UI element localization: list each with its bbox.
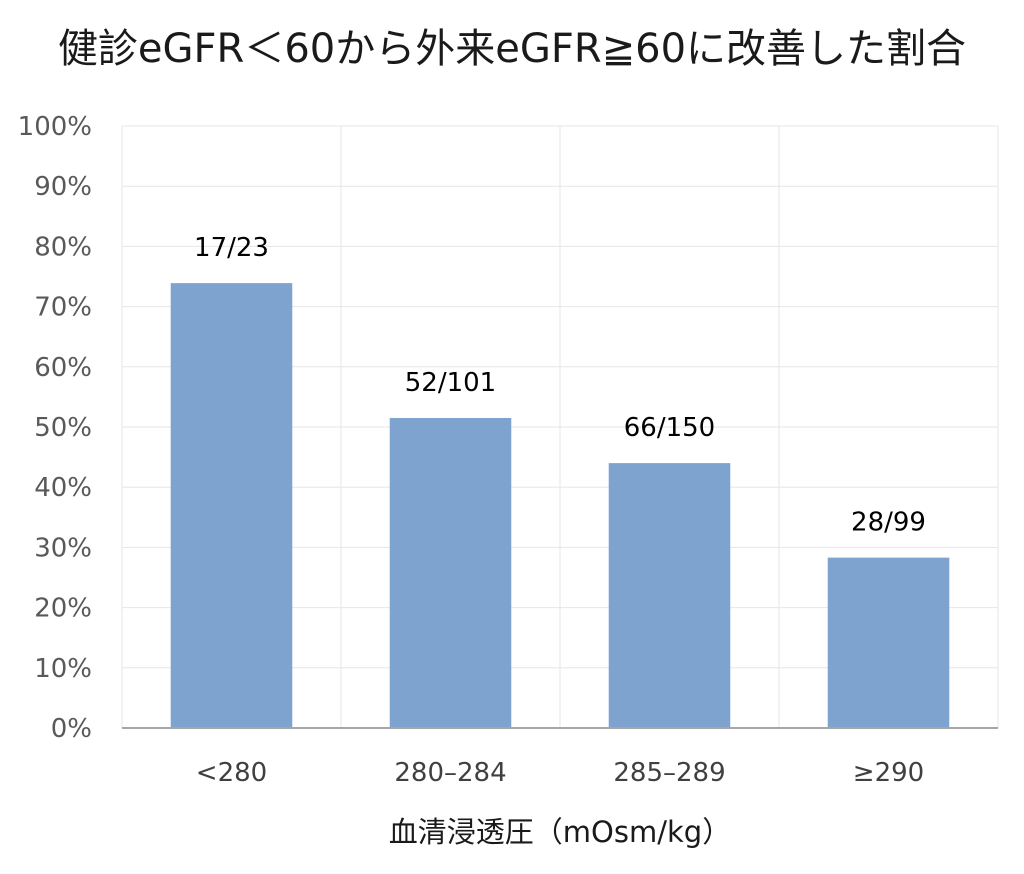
- y-tick-label: 90%: [34, 172, 92, 202]
- y-tick-label: 30%: [34, 533, 92, 563]
- axes: 0% 10% 20% 30% 40% 50% 60% 70% 80% 90% 100% <280 280…: [18, 112, 998, 788]
- bar: [827, 557, 950, 728]
- y-tick-label: 0%: [51, 714, 92, 744]
- bars: 17/23 52/101 66/150 28/99: [170, 233, 950, 728]
- x-tick-label: ≥290: [853, 758, 924, 788]
- y-tick-label: 100%: [18, 112, 92, 142]
- y-tick-label: 40%: [34, 473, 92, 503]
- data-label: 66/150: [624, 413, 715, 443]
- data-label: 52/101: [405, 368, 496, 398]
- y-tick-label: 50%: [34, 413, 92, 443]
- data-label: 28/99: [851, 508, 926, 538]
- chart-title: 健診eGFR＜60から外来eGFR≧60に改善した割合: [58, 26, 966, 72]
- bar: [389, 417, 512, 728]
- x-axis-title: 血清浸透圧（mOsm/kg）: [389, 815, 731, 849]
- x-tick-label: 280–284: [394, 758, 506, 788]
- y-tick-label: 60%: [34, 353, 92, 383]
- y-tick-label: 10%: [34, 654, 92, 684]
- data-label: 17/23: [194, 233, 269, 263]
- x-tick-label: <280: [196, 758, 267, 788]
- bar: [608, 463, 731, 728]
- y-tick-label: 70%: [34, 293, 92, 323]
- x-tick-label: 285–289: [613, 758, 725, 788]
- y-tick-label: 80%: [34, 232, 92, 262]
- bar: [170, 283, 293, 728]
- y-tick-label: 20%: [34, 594, 92, 624]
